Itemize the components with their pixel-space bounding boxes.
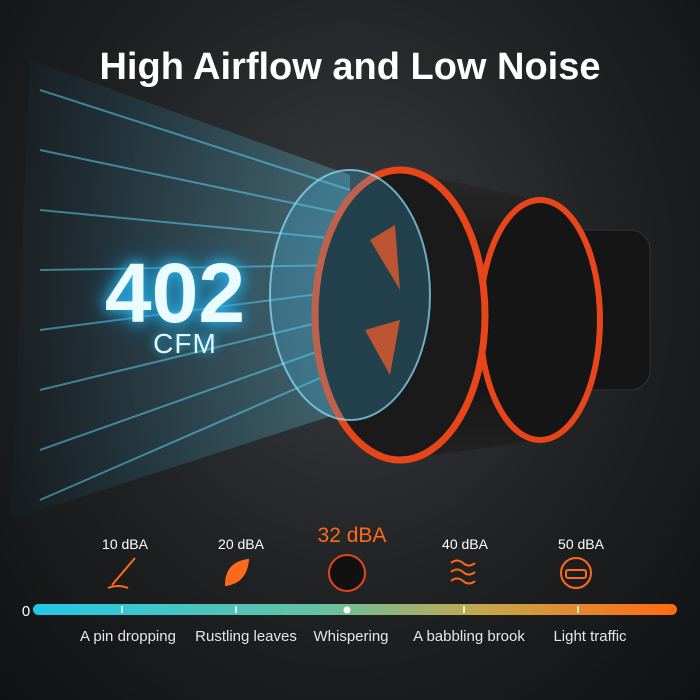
level-label: 50 dBA (558, 536, 604, 552)
level-label: 32 dBA (317, 524, 387, 547)
level-description: Whispering (313, 628, 389, 645)
title: High Airflow and Low Noise (99, 46, 601, 88)
airflow-value: 402 (104, 246, 246, 340)
level-description: Light traffic (553, 628, 627, 645)
level-description: Rustling leaves (195, 628, 297, 645)
level-description: A pin dropping (80, 628, 176, 645)
level-description: A babbling brook (413, 628, 525, 645)
current-marker (343, 606, 351, 614)
airflow (10, 60, 351, 520)
scale-start: 0 (21, 603, 31, 620)
icons (107, 554, 592, 592)
airflow-unit: CFM (153, 328, 217, 359)
fan (269, 166, 651, 464)
noise-scale-bar (33, 604, 677, 615)
scale-ticks (121, 606, 579, 613)
level-label: 20 dBA (218, 536, 264, 552)
level-label: 10 dBA (102, 536, 148, 552)
level-label: 40 dBA (442, 536, 488, 552)
